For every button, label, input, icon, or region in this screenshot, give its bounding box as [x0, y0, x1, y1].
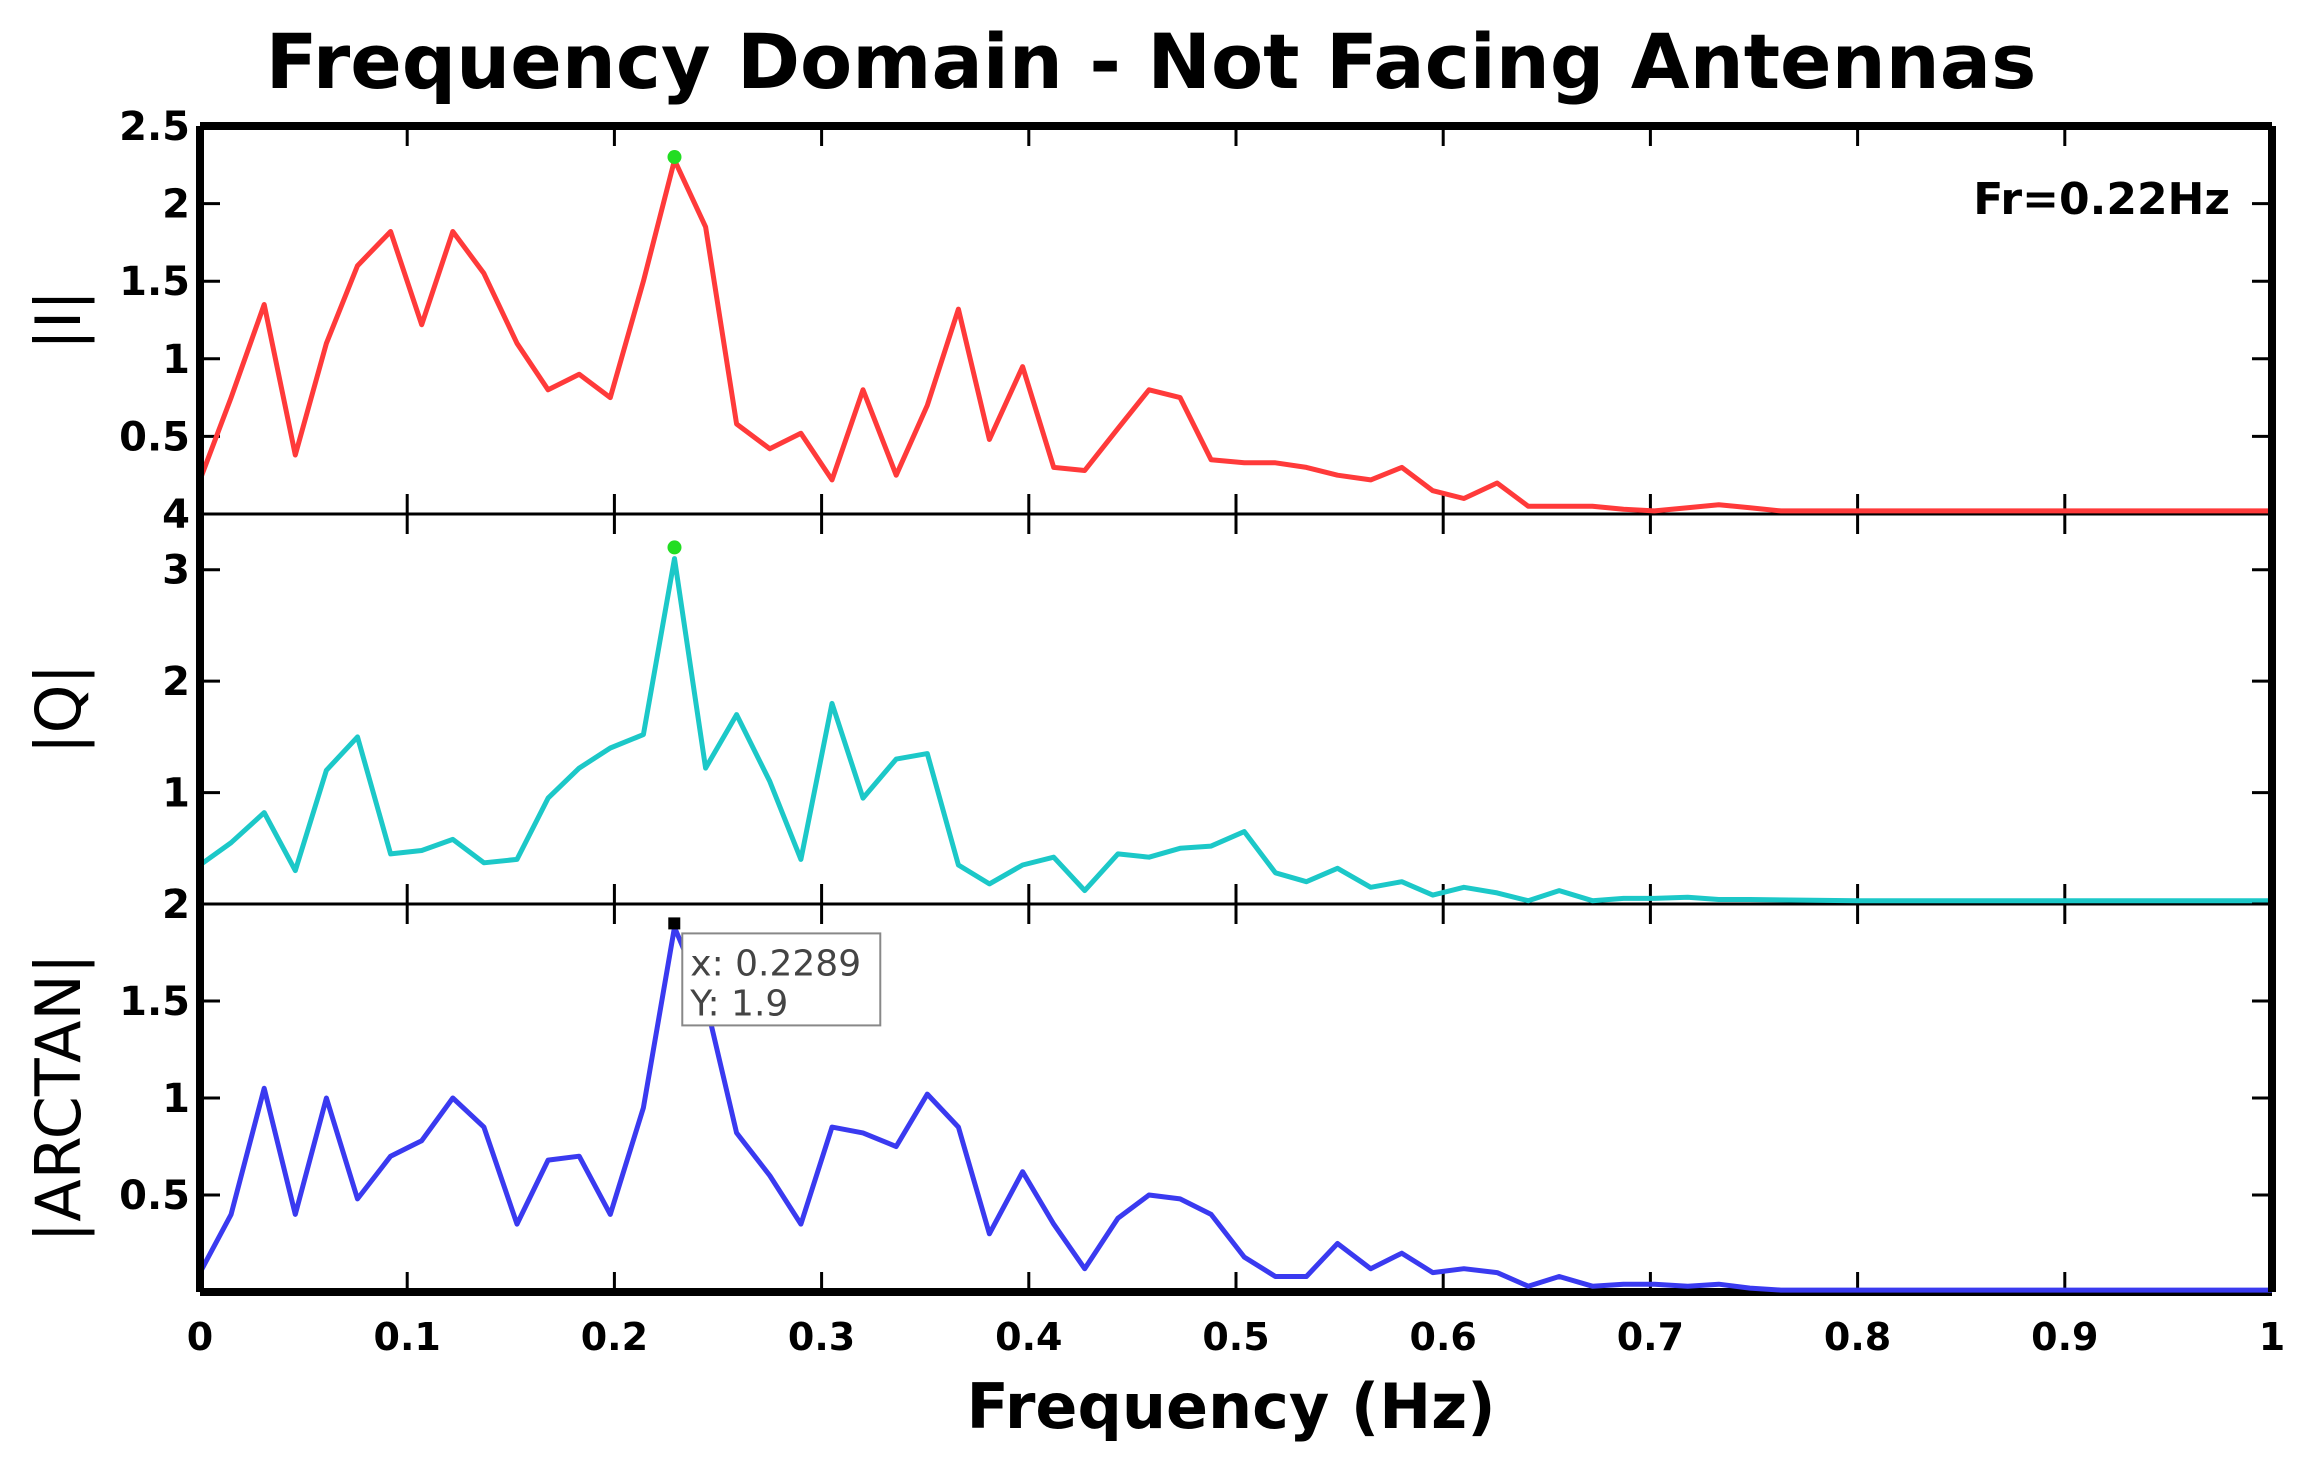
- y-tick-label: 3: [162, 548, 190, 594]
- y-tick-label: 0.5: [119, 414, 190, 460]
- x-tick-label: 0: [187, 1315, 213, 1359]
- datatip-marker[interactable]: [668, 917, 681, 930]
- y-tick-label: 1: [162, 337, 190, 383]
- datatip-box: [681, 932, 882, 1027]
- x-tick-label: 0.3: [788, 1315, 855, 1359]
- peak-marker: [667, 540, 682, 555]
- chart-title: Frequency Domain - Not Facing Antennas: [266, 17, 2037, 106]
- x-tick-label: 0.2: [581, 1315, 648, 1359]
- y-tick-label: 1: [162, 1076, 190, 1122]
- datatip-y: Y: 1.9: [689, 983, 788, 1024]
- y-tick-label: 2: [162, 882, 190, 928]
- y-tick-label: 0.5: [119, 1173, 190, 1219]
- x-tick-label: 0.4: [995, 1315, 1062, 1359]
- x-tick-label: 0.8: [1824, 1315, 1891, 1359]
- y-tick-label: 2.5: [119, 104, 190, 150]
- x-tick-label: 0.7: [1617, 1315, 1684, 1359]
- x-axis-label: Frequency (Hz): [966, 1370, 1495, 1443]
- datatip-x: x: 0.2289: [690, 943, 861, 984]
- x-tick-label: 0.1: [374, 1315, 441, 1359]
- y-axis-label: |I|: [22, 290, 96, 350]
- panel-2: 1 2 3 2 |Q|: [22, 514, 2274, 928]
- series-line: [197, 924, 2272, 1293]
- y-axis-label: |Q|: [22, 664, 96, 755]
- y-tick-label: 1: [162, 771, 190, 817]
- y-tick-label: 1.5: [119, 259, 190, 305]
- series-line: [197, 157, 2272, 514]
- x-axis: 0 0.1 0.2 0.3 0.4 0.5 0.6 0.7 0.8 0.9 1: [187, 1315, 2285, 1359]
- y-tick-label: 4: [162, 492, 190, 538]
- x-tick-label: 0.6: [1410, 1315, 1477, 1359]
- y-tick-label: 2: [162, 659, 190, 705]
- x-tick-label: 0.9: [2031, 1315, 2098, 1359]
- y-tick-label: 2: [162, 882, 190, 928]
- chart-panels: 0.511.522.54|I|Fr=0.22Hz1232|Q|0.511.52|…: [22, 104, 2276, 1296]
- y-tick-label: 1.5: [119, 979, 190, 1025]
- x-tick-label: 1: [2259, 1315, 2285, 1359]
- y-tick-label: 2: [162, 182, 190, 228]
- resonance-annotation: Fr=0.22Hz: [1973, 174, 2230, 225]
- series-line: [198, 556, 2272, 904]
- y-axis-label: |ARCTAN|: [22, 953, 96, 1242]
- peak-marker: [667, 150, 682, 165]
- x-tick-label: 0.5: [1202, 1315, 1269, 1359]
- panel-1: 0.5 1 1.5 2 2.5 4 |I| Fr=0.22Hz: [22, 104, 2274, 538]
